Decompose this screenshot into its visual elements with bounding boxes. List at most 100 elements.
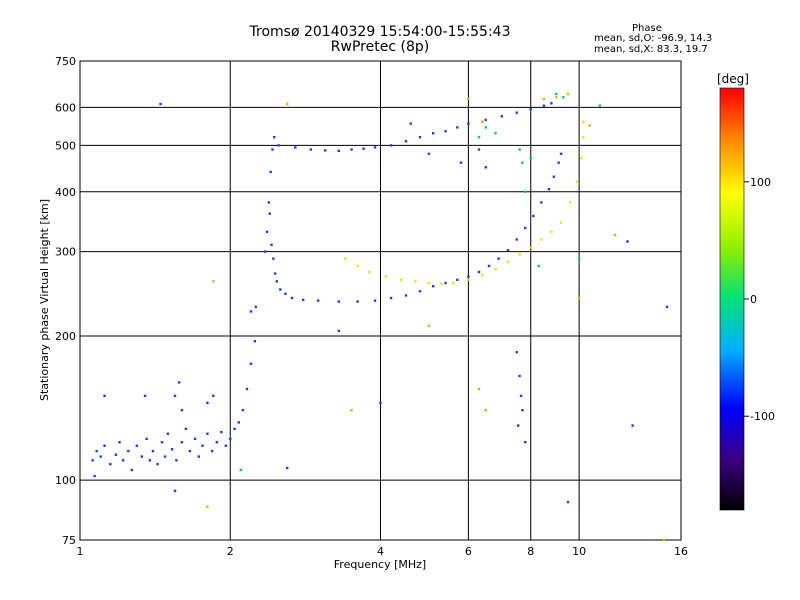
x-tick-label: 2 [227,545,234,558]
data-point [273,135,276,139]
data-point [566,92,570,96]
data-point [477,148,481,151]
data-point [467,122,470,125]
data-point [550,230,553,233]
data-point [267,201,271,204]
data-point [151,449,155,453]
data-point [542,97,546,101]
colorbar-ticks: 100 0 -100 [744,176,775,423]
data-point [389,144,393,147]
data-point [494,267,497,271]
data-point [598,104,601,107]
data-point [431,132,435,135]
colorbar-tick-label: 100 [750,176,771,189]
data-point [484,166,487,169]
data-point [540,238,543,241]
data-point [121,459,125,462]
data-point [95,449,98,453]
data-point [254,305,257,309]
y-tick-label: 75 [62,534,76,547]
phase-heading: Phase [632,23,662,34]
data-point [477,387,481,391]
data-point [440,282,443,285]
data-point [184,427,188,431]
data-point [506,260,510,263]
data-point [521,161,524,164]
data-point [384,275,388,278]
data-point [467,97,470,101]
data-point [515,111,518,114]
chart-title: Tromsø 20140329 15:54:00-15:55:43 [249,24,511,40]
data-point [662,538,666,542]
phase-stats-o: mean, sd,O: -96.9, 14.3 [594,33,713,44]
phase-stats-x: mean, sd,X: 83.3, 19.7 [594,44,708,55]
data-point [272,257,275,260]
data-point [206,432,209,435]
chart-subtitle: RwPretec (8p) [330,39,430,55]
data-point [279,288,282,291]
data-point [524,226,527,230]
data-point [477,135,481,139]
data-point [529,157,532,160]
data-point [103,444,106,447]
data-point [337,300,341,303]
y-tick-label: 300 [55,246,76,259]
data-point [399,278,403,281]
data-point [275,280,279,283]
data-point [201,444,204,447]
data-point [253,340,257,343]
data-point [481,273,484,277]
data-point [215,441,219,444]
data-point [519,394,523,398]
data-point [487,264,491,268]
data-point [569,201,572,204]
data-point [484,408,487,412]
data-point [373,146,377,149]
data-point [177,381,181,384]
data-point [547,187,551,191]
data-point [99,455,102,458]
data-point [467,275,470,278]
colorbar-label: [deg] [717,72,749,86]
data-point [542,104,546,107]
colorbar-tick-label: -100 [750,410,775,423]
data-point [418,135,422,139]
data-point [529,246,532,249]
data-point [456,278,459,281]
data-point [484,118,487,122]
x-tick-label: 10 [572,545,586,558]
data-point [145,437,148,440]
data-point [368,270,371,274]
y-tick-label: 750 [55,55,76,68]
data-point [626,240,629,243]
data-point [180,441,184,444]
data-point [159,102,162,106]
data-point [180,408,184,412]
x-axis-label: Frequency [MHz] [334,558,426,571]
data-point [456,126,459,129]
y-tick-label: 400 [55,186,76,199]
data-point [294,146,297,149]
data-point [143,394,147,398]
plot-frame [79,60,682,541]
data-point [91,459,94,462]
data-point [210,449,214,453]
data-point [270,243,273,246]
data-point [344,257,347,260]
data-point [582,135,585,139]
data-point [239,468,243,472]
data-point [555,92,558,96]
data-point [362,147,365,150]
data-point [284,292,287,295]
data-point [559,221,563,224]
data-point [93,474,96,478]
data-point [114,453,118,456]
colorbar-tick-label: 0 [750,293,757,306]
x-tick-label: 4 [377,545,384,558]
data-point [350,148,353,151]
data-point [337,149,341,153]
data-point [414,280,417,283]
data-point [518,253,521,256]
data-point [588,124,591,127]
data-point [532,214,535,218]
